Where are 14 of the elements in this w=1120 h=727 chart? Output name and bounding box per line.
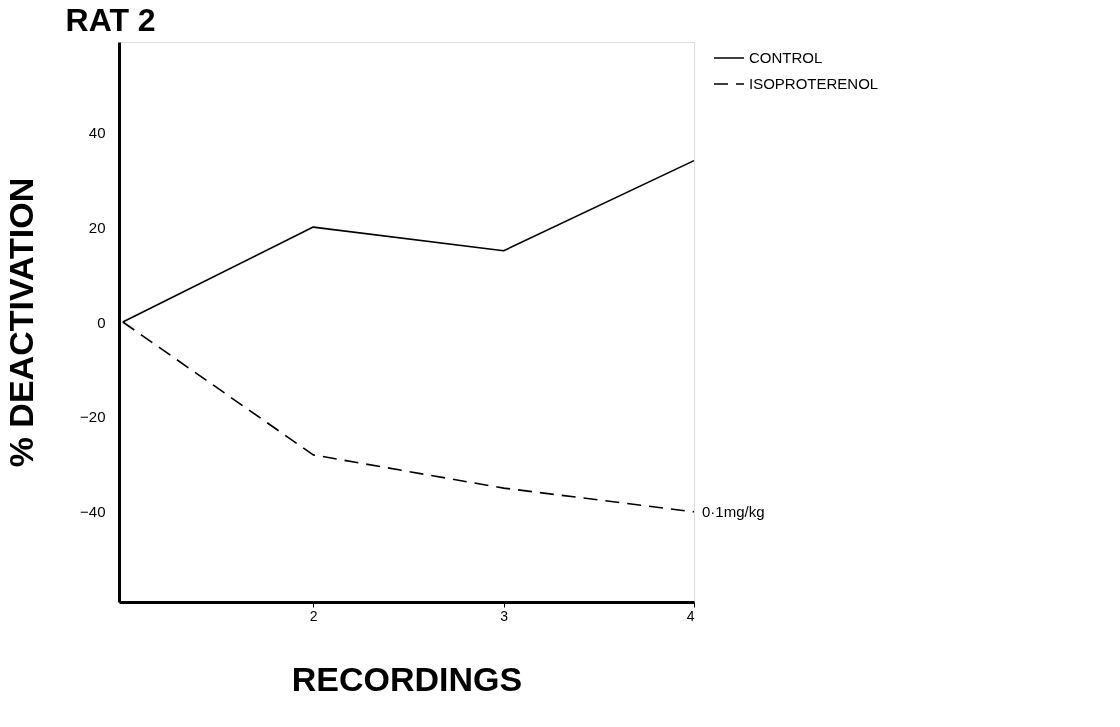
y-tick-label: 20: [88, 218, 106, 236]
y-tick-label: 40: [88, 123, 106, 141]
chart-title: RAT 2: [65, 2, 156, 38]
x-tick-label: 3: [500, 607, 509, 624]
annotation: 0·1mg/kg: [702, 502, 765, 520]
legend-label: ISOPROTERENOL: [749, 75, 879, 92]
y-tick-label: 0: [97, 313, 106, 331]
x-axis-title: RECORDINGS: [291, 659, 523, 698]
x-tick-label: 2: [309, 607, 318, 624]
x-tick-label: 4: [686, 607, 695, 624]
y-tick-label: −40: [80, 503, 106, 521]
y-axis-title: % DEACTIVATION: [2, 177, 41, 468]
legend-label: CONTROL: [749, 49, 823, 66]
y-tick-label: −20: [80, 408, 106, 426]
